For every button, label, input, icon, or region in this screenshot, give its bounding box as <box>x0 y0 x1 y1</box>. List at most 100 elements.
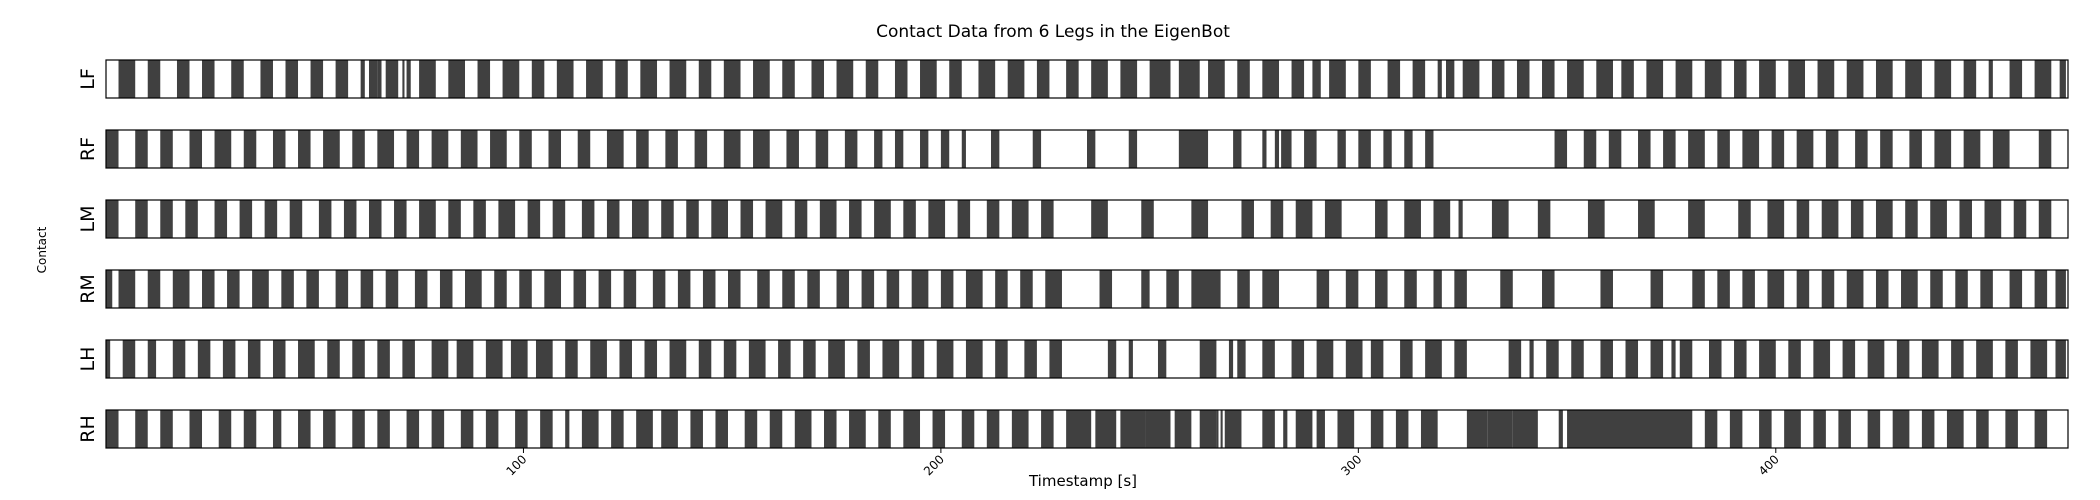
contact-interval-lm-39 <box>1241 200 1254 238</box>
leg-lane-lf: LF <box>77 59 2069 99</box>
contact-interval-lm-47 <box>1491 200 1509 238</box>
contact-interval-rh-46 <box>1283 410 1288 448</box>
contact-interval-rh-42 <box>1216 410 1219 448</box>
contact-interval-lm-3 <box>185 200 198 238</box>
contact-interval-lm-22 <box>686 200 699 238</box>
contact-interval-rf-57 <box>1825 130 1839 168</box>
x-tick-label-100: 100 <box>503 452 529 478</box>
contact-interval-rf-0 <box>106 130 119 168</box>
contact-interval-rh-58 <box>1704 410 1718 448</box>
contact-interval-lh-18 <box>565 340 578 378</box>
contact-interval-rf-36 <box>1178 130 1209 168</box>
contact-interval-lh-63 <box>1788 340 1801 378</box>
contact-interval-lm-34 <box>1011 200 1029 238</box>
contact-interval-lm-56 <box>1850 200 1864 238</box>
contact-interval-rh-64 <box>1867 410 1881 448</box>
contact-interval-lm-15 <box>498 200 516 238</box>
contact-interval-lh-71 <box>2005 340 2018 378</box>
contact-interval-lh-70 <box>1976 340 1993 378</box>
contact-interval-lh-56 <box>1625 340 1639 378</box>
contact-interval-rm-33 <box>965 270 983 308</box>
contact-interval-lm-63 <box>2038 200 2052 238</box>
contact-interval-lh-8 <box>298 340 315 378</box>
leg-label-lh: LH <box>77 347 99 372</box>
contact-interval-lm-46 <box>1458 200 1463 238</box>
lane-frame-rh <box>105 409 2069 449</box>
contact-interval-rf-24 <box>786 130 799 168</box>
contact-interval-rm-42 <box>1262 270 1280 308</box>
contact-interval-rf-19 <box>636 130 649 168</box>
contact-interval-rf-47 <box>1554 130 1568 168</box>
contact-interval-rm-53 <box>1692 270 1705 308</box>
contact-interval-rf-27 <box>874 130 883 168</box>
contact-interval-rf-40 <box>1281 130 1292 168</box>
contact-interval-lf-19 <box>531 60 545 98</box>
contact-interval-lh-21 <box>644 340 658 378</box>
contact-interval-rm-55 <box>1742 270 1755 308</box>
contact-interval-lh-11 <box>377 340 390 378</box>
contact-interval-rm-24 <box>728 270 741 308</box>
contact-interval-lm-44 <box>1404 200 1421 238</box>
contact-interval-lh-19 <box>590 340 607 378</box>
contact-interval-rm-13 <box>439 270 453 308</box>
contact-interval-rh-66 <box>1921 410 1935 448</box>
contact-interval-rh-20 <box>636 410 653 448</box>
contact-interval-lh-20 <box>619 340 632 378</box>
contact-interval-lm-32 <box>957 200 971 238</box>
contact-interval-rh-69 <box>2005 410 2018 448</box>
contact-interval-lh-39 <box>1157 340 1167 378</box>
contact-interval-rm-21 <box>652 270 666 308</box>
contact-interval-lm-24 <box>740 200 754 238</box>
contact-interval-rm-35 <box>1020 270 1033 308</box>
contact-interval-rm-16 <box>519 270 532 308</box>
contact-interval-rf-63 <box>1992 130 2010 168</box>
contact-interval-rf-1 <box>135 130 148 168</box>
contact-interval-lf-64 <box>1734 60 1747 98</box>
contact-interval-lf-57 <box>1542 60 1555 98</box>
contact-interval-lh-32 <box>936 340 954 378</box>
contact-interval-rh-62 <box>1813 410 1826 448</box>
contact-interval-lh-43 <box>1262 340 1275 378</box>
contact-interval-rh-40 <box>1174 410 1192 448</box>
contact-interval-lf-37 <box>1036 60 1050 98</box>
contact-interval-lh-44 <box>1291 340 1305 378</box>
contact-interval-rf-4 <box>214 130 232 168</box>
contact-interval-rm-10 <box>360 270 374 308</box>
contact-interval-rh-1 <box>135 410 148 448</box>
contact-interval-rh-52 <box>1420 410 1438 448</box>
contact-interval-lh-47 <box>1370 340 1384 378</box>
contact-interval-lh-64 <box>1813 340 1831 378</box>
contact-interval-lf-48 <box>1329 60 1346 98</box>
contact-interval-rm-15 <box>494 270 507 308</box>
contact-interval-rh-30 <box>903 410 921 448</box>
contact-interval-rh-37 <box>1095 410 1117 448</box>
contact-interval-rm-46 <box>1404 270 1417 308</box>
contact-interval-lf-20 <box>556 60 574 98</box>
contact-interval-rh-7 <box>298 410 311 448</box>
contact-interval-rf-17 <box>577 130 591 168</box>
contact-interval-rf-2 <box>160 130 173 168</box>
contact-interval-lh-23 <box>698 340 712 378</box>
contact-interval-lh-30 <box>882 340 900 378</box>
contact-interval-lh-0 <box>106 340 111 378</box>
contact-interval-lh-55 <box>1600 340 1613 378</box>
contact-interval-rf-10 <box>377 130 395 168</box>
contact-interval-rf-35 <box>1128 130 1138 168</box>
contact-interval-lh-68 <box>1921 340 1939 378</box>
contact-interval-rm-41 <box>1237 270 1250 308</box>
contact-interval-lh-34 <box>995 340 1008 378</box>
contact-interval-lf-25 <box>698 60 712 98</box>
x-tick-label-200: 200 <box>921 452 947 478</box>
leg-lane-lh: LH <box>77 339 2069 379</box>
contact-interval-lf-18 <box>502 60 520 98</box>
contact-interval-lh-16 <box>510 340 528 378</box>
contact-interval-lf-26 <box>723 60 741 98</box>
contact-interval-lh-57 <box>1650 340 1664 378</box>
contact-interval-lm-6 <box>264 200 278 238</box>
contact-interval-lh-42 <box>1237 340 1246 378</box>
contact-interval-rm-56 <box>1767 270 1785 308</box>
leg-lane-rf: RF <box>77 129 2069 169</box>
contact-interval-lh-72 <box>2030 340 2048 378</box>
contact-interval-lh-33 <box>965 340 983 378</box>
contact-interval-rm-9 <box>335 270 349 308</box>
